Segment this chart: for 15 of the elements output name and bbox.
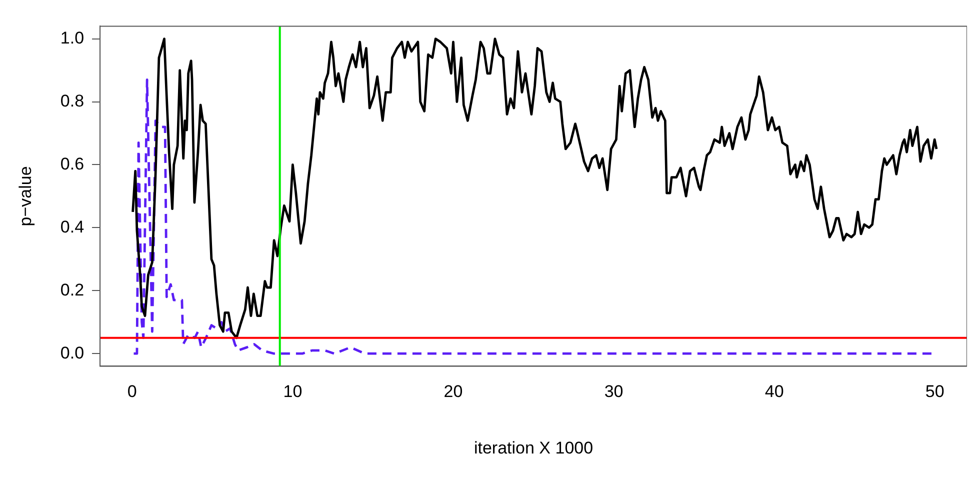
y-tick-label: 0.0 [60, 343, 84, 362]
y-axis-title: p−value [16, 166, 35, 226]
y-tick-label: 0.4 [60, 217, 84, 236]
y-tick-label: 0.2 [60, 280, 84, 300]
x-tick-label: 30 [604, 382, 624, 402]
line-series [132, 78, 933, 355]
x-tick-label: 50 [925, 382, 944, 402]
x-axis-title: iteration X 1000 [474, 438, 594, 458]
x-tick-label: 0 [127, 382, 137, 402]
x-tick-label: 10 [283, 382, 302, 402]
y-tick-label: 0.8 [60, 91, 84, 110]
x-tick-label: 40 [764, 382, 784, 402]
y-tick-label: 0.6 [60, 154, 84, 174]
y-tick-label: 1.0 [60, 28, 84, 48]
x-tick-label: 20 [444, 382, 463, 402]
